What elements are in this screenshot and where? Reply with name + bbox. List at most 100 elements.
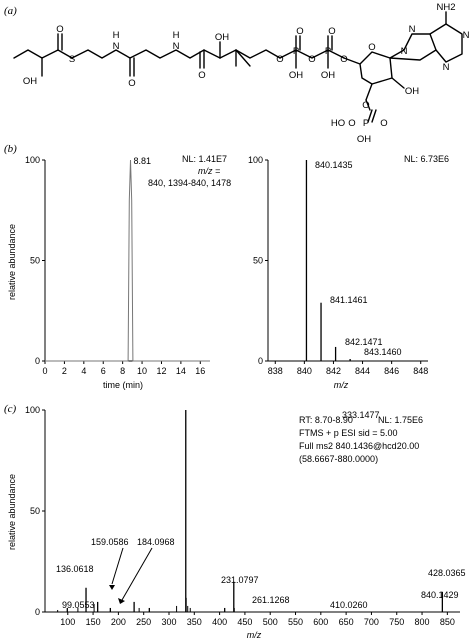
axes: 0 50 100 100 150 200 250 300 350 400 450 500 550 600 6… (25, 405, 460, 627)
molecule-atoms: OH S O H N O H N OH O O P O OH O P O OH … (23, 2, 470, 145)
peak-label: 428.0365 (428, 568, 466, 578)
y-tick-label: 50 (30, 506, 40, 516)
atom-label: O (328, 26, 335, 37)
x-tick-label: 14 (176, 366, 186, 376)
molecule-structure (13, 11, 463, 123)
x-tick-label: 750 (389, 617, 404, 627)
y-tick-label: 100 (248, 155, 263, 165)
atom-label: P (363, 118, 369, 129)
x-tick-label: 650 (339, 617, 354, 627)
x-tick-label: 100 (60, 617, 75, 627)
atom-label: O (128, 78, 135, 89)
atom-label: OH (321, 70, 335, 81)
mz-values: 840, 1394-840, 1478 (148, 178, 231, 188)
x-tick-label: 6 (101, 366, 106, 376)
atom-label: OH (289, 70, 303, 81)
x-axis-label: m/z (247, 630, 262, 640)
peak-label: 261.1268 (252, 595, 290, 605)
atom-label: N (401, 46, 408, 57)
scan-filter: FTMS + p ESI sid = 5.00 (299, 428, 398, 438)
peak-label: 842.1471 (345, 337, 383, 347)
atom-label: N (443, 62, 450, 73)
x-axis-label: time (min) (103, 380, 143, 390)
x-tick-label: 500 (263, 617, 278, 627)
x-tick-label: 848 (413, 366, 428, 376)
peak-label: 840.1435 (315, 160, 353, 170)
atom-label: O (348, 118, 355, 129)
arrow-head (109, 585, 115, 590)
axes: 0 50 100 838 840 842 844 846 848 (248, 155, 428, 376)
plot-marks: 8.81 (45, 156, 210, 362)
x-tick-label: 8 (120, 366, 125, 376)
panel-label-b: (b) (4, 143, 17, 155)
x-tick-label: 800 (415, 617, 430, 627)
atom-label: O (308, 54, 315, 65)
atom-label: P (293, 46, 299, 57)
atom-label: H (113, 30, 120, 41)
x-tick-label: 2 (62, 366, 67, 376)
x-tick-label: 400 (212, 617, 227, 627)
atom-label: OH (405, 86, 419, 97)
atom-label: O (362, 100, 369, 111)
x-tick-label: 844 (355, 366, 370, 376)
atom-label: O (340, 54, 347, 65)
peak-label: 136.0618 (56, 564, 94, 574)
x-tick-label: 250 (136, 617, 151, 627)
x-tick-label: 600 (313, 617, 328, 627)
peak-label: 99.0553 (62, 600, 95, 610)
y-tick-label: 100 (25, 155, 40, 165)
plot-marks: 99.0553 136.0618 159.0586 184.0968 231.0797 2… (56, 410, 466, 612)
x-tick-label: 300 (161, 617, 176, 627)
rt-annotation: RT: 8.70-8.90 (299, 415, 353, 425)
atom-label: OH (23, 76, 37, 87)
peak-label: 840.1429 (421, 590, 459, 600)
x-tick-label: 0 (42, 366, 47, 376)
peak-label: 231.0797 (221, 575, 259, 585)
x-tick-label: 350 (187, 617, 202, 627)
atom-label: O (56, 24, 63, 35)
x-tick-label: 4 (81, 366, 86, 376)
x-tick-label: 846 (384, 366, 399, 376)
x-tick-label: 16 (195, 366, 205, 376)
atom-label: O (198, 70, 205, 81)
x-tick-label: 850 (440, 617, 455, 627)
nl-annotation: NL: 1.41E7 (182, 154, 227, 164)
x-tick-label: 12 (156, 366, 166, 376)
atom-label: H (173, 30, 180, 41)
peak-label: 333.1477 (342, 410, 380, 420)
chart-b-right: 0 50 100 838 840 842 844 846 848 840.1435 841.146… (248, 154, 449, 390)
x-tick-label: 150 (86, 617, 101, 627)
arrow-line (111, 547, 124, 585)
scan-range: (58.6667-880.0000) (299, 454, 378, 464)
x-tick-label: 550 (288, 617, 303, 627)
panel-label-a: (a) (4, 5, 17, 17)
mz-annotation: m/z = (198, 166, 220, 176)
x-tick-label: 450 (237, 617, 252, 627)
y-axis-label: relative abundance (7, 224, 17, 300)
y-tick-label: 0 (35, 607, 40, 617)
y-tick-label: 50 (253, 256, 263, 266)
panel-label-c: (c) (4, 403, 17, 415)
x-tick-label: 200 (111, 617, 126, 627)
peak-label: 159.0586 (91, 537, 129, 547)
atom-label: O (276, 54, 283, 65)
x-tick-label: 842 (326, 366, 341, 376)
y-tick-label: 0 (258, 356, 263, 366)
chromatogram-trace (45, 159, 210, 362)
atom-label: N (113, 41, 120, 52)
atom-label: O (380, 118, 387, 129)
scan-description: Full ms2 840.1436@hcd20.00 (299, 441, 419, 451)
peak-label: 841.1461 (330, 295, 368, 305)
chart-b-left: relative abundance 0 50 100 0 2 4 6 8 10 12 14 16 8… (7, 154, 231, 390)
arrow-head (118, 598, 125, 604)
x-tick-label: 10 (137, 366, 147, 376)
arrow-line (121, 547, 153, 601)
atom-label: NH2 (436, 2, 455, 13)
peak-label: 410.0260 (330, 600, 368, 610)
atom-label: O (368, 42, 375, 53)
peak-label: 843.1460 (364, 347, 402, 357)
atom-label: S (69, 54, 75, 65)
y-tick-label: 0 (35, 356, 40, 366)
atom-label: N (409, 24, 416, 35)
